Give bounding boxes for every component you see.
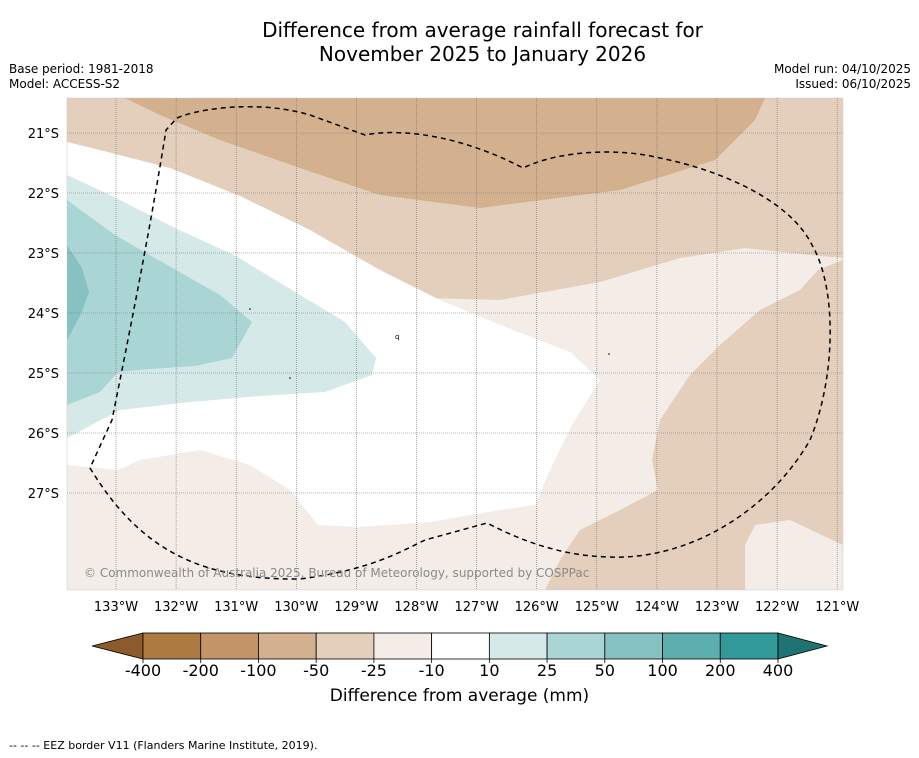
colorbar-tick-label: 50: [595, 661, 615, 680]
colorbar-swatch: [604, 632, 663, 660]
longitude-labels: 133°W 132°W 131°W 130°W 129°W 128°W 127°W 126°W…: [94, 600, 860, 615]
field-pos50-100: [67, 245, 89, 340]
colorbar-swatch: [662, 632, 721, 660]
island-marker: q: [395, 333, 399, 341]
colorbar-swatch: [200, 632, 259, 660]
field-pos25-50: [67, 200, 252, 405]
map-fields: [67, 98, 843, 590]
field-neg10-25-patch: [745, 520, 843, 590]
colorbar-tick-label: -100: [240, 661, 276, 680]
lon-label: 131°W: [214, 600, 258, 615]
lon-label: 123°W: [695, 600, 739, 615]
lon-label: 126°W: [515, 600, 559, 615]
base-period: Base period: 1981-2018: [9, 62, 154, 76]
colorbar-title: Difference from average (mm): [329, 686, 590, 706]
model-run: Model run: 04/10/2025: [773, 62, 911, 76]
lat-label: 22°S: [28, 187, 59, 202]
colorbar-tick-label: 25: [537, 661, 557, 680]
lon-label: 129°W: [334, 600, 378, 615]
gridlines: [67, 98, 843, 590]
lat-label: 26°S: [28, 427, 59, 442]
colorbar-tick-label: 10: [479, 661, 499, 680]
chart-title: Difference from average rainfall forecas…: [0, 18, 919, 66]
model-name: Model: ACCESS-S2: [9, 77, 121, 91]
colorbar-swatch: [431, 632, 490, 660]
lon-label: 124°W: [635, 600, 679, 615]
lat-label: 24°S: [28, 307, 59, 322]
field-neg25-50-east: [545, 260, 843, 590]
map-frame: [66, 97, 844, 591]
lat-label: 23°S: [28, 247, 59, 262]
meta-left: Base period: 1981-2018 Model: ACCESS-S2: [9, 62, 154, 92]
colorbar: [91, 632, 829, 660]
colorbar-swatch: [315, 632, 375, 660]
lon-label: 128°W: [394, 600, 438, 615]
island-dot: [249, 308, 251, 310]
colorbar-swatch: [719, 632, 779, 660]
meta-right: Model run: 04/10/2025 Issued: 06/10/2025: [774, 62, 911, 92]
colorbar-tick-label: -10: [419, 661, 445, 680]
lat-label: 21°S: [28, 127, 59, 142]
colorbar-tick-label: 400: [763, 661, 794, 680]
colorbar-swatch: [373, 632, 433, 660]
lat-label: 27°S: [28, 487, 59, 502]
lon-label: 121°W: [815, 600, 859, 615]
copyright-text: © Commonwealth of Australia 2025, Bureau…: [84, 566, 589, 580]
colorbar-tick-label: -50: [303, 661, 329, 680]
colorbar-swatch: [258, 632, 317, 660]
colorbar-tick-labels: -400 -200 -100 -50 -25 -10 10 25 50 100 200 400: [125, 659, 793, 680]
latitude-labels: 21°S 22°S 23°S 24°S 25°S 26°S 27°S: [28, 127, 59, 502]
colorbar-tick-label: -400: [125, 661, 161, 680]
colorbar-extend-low: [91, 632, 144, 660]
title-line-1: Difference from average rainfall forecas…: [262, 18, 703, 42]
lat-label: 25°S: [28, 367, 59, 382]
colorbar-extend-high: [777, 632, 829, 660]
lon-label: 132°W: [154, 600, 198, 615]
colorbar-tick-label: -25: [361, 661, 387, 680]
colorbar-swatch: [546, 632, 606, 660]
eez-border: [89, 105, 831, 580]
lon-label: 130°W: [274, 600, 318, 615]
issued-date: Issued: 06/10/2025: [795, 77, 911, 91]
lon-label: 122°W: [755, 600, 799, 615]
colorbar-tick-label: 100: [647, 661, 678, 680]
lon-label: 133°W: [94, 600, 138, 615]
colorbar-tick-label: 200: [705, 661, 736, 680]
footnote: -- -- -- EEZ border V11 (Flanders Marine…: [9, 739, 318, 752]
island-dot: [289, 377, 291, 379]
island-dot: [608, 353, 610, 355]
title-line-2: November 2025 to January 2026: [318, 42, 647, 66]
field-neg50-100-north: [125, 98, 765, 208]
lon-label: 125°W: [575, 600, 619, 615]
colorbar-swatch: [142, 632, 202, 660]
lon-label: 127°W: [455, 600, 499, 615]
colorbar-tick-label: -200: [183, 661, 219, 680]
colorbar-swatch: [488, 632, 548, 660]
